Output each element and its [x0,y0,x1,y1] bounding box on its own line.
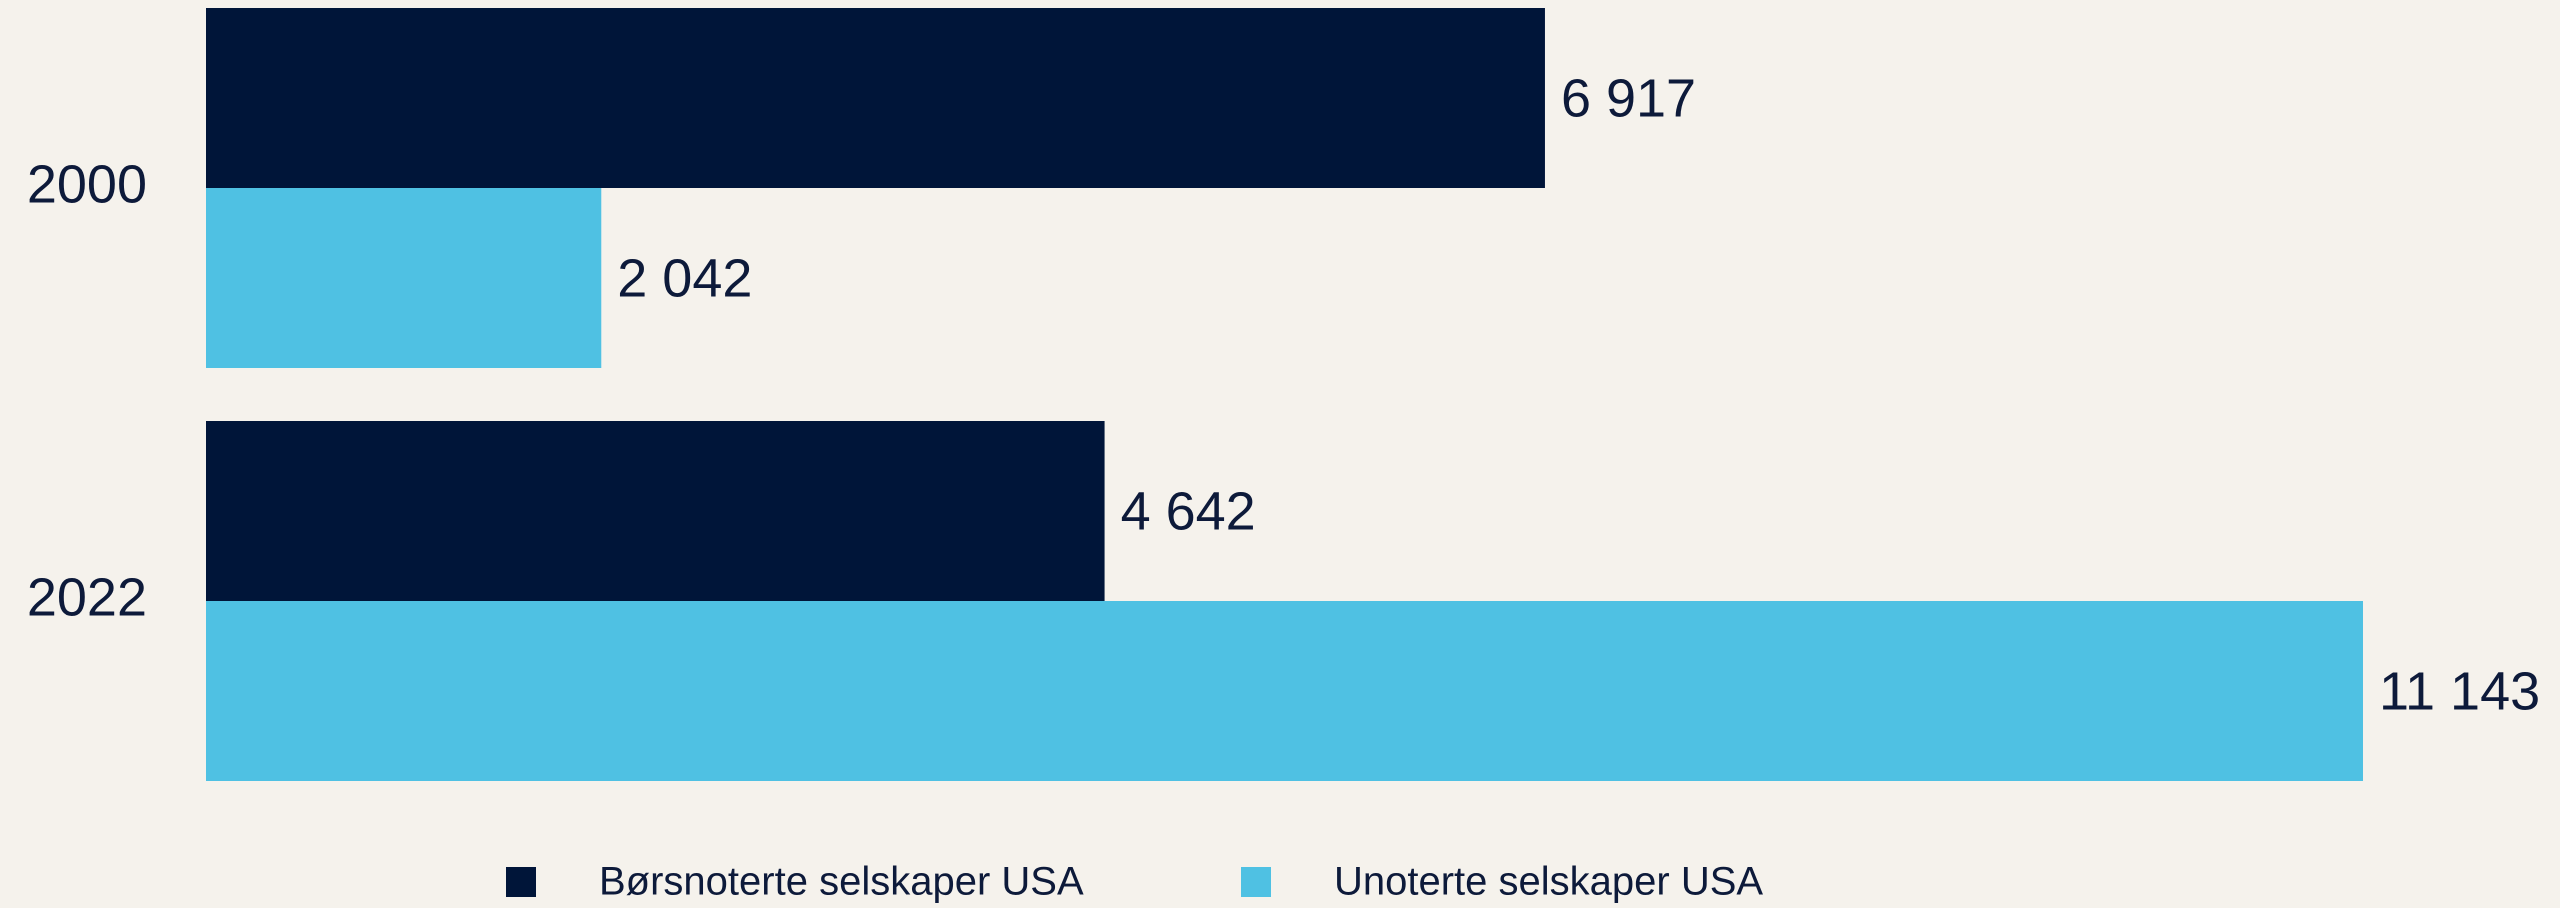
bar [206,188,602,368]
value-label: 11 143 [2379,661,2540,721]
value-label: 4 642 [1121,481,1256,541]
legend-swatch [506,867,536,897]
legend-label: Unoterte selskaper USA [1334,860,1763,904]
category-label: 2000 [27,154,147,214]
bar [206,601,2363,781]
bar [206,8,1545,188]
legend-swatch [1241,867,1271,897]
value-label: 6 917 [1561,68,1696,128]
category-label: 2022 [27,567,147,627]
bar [206,421,1105,601]
legend-label: Børsnoterte selskaper USA [599,860,1084,904]
value-label: 2 042 [617,248,752,308]
